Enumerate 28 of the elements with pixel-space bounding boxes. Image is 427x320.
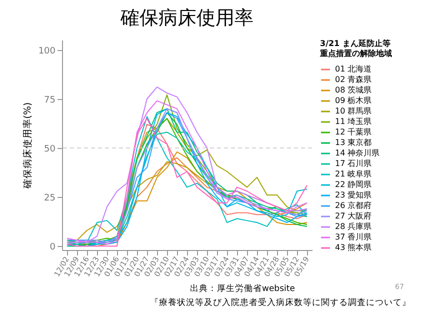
legend-label: 01 北海道 (335, 64, 372, 74)
legend-label: 10 群馬県 (335, 106, 372, 116)
legend-label: 27 大阪府 (335, 212, 372, 220)
y-tick-label: 100 (38, 46, 56, 56)
legend-label: 26 京都府 (335, 201, 372, 210)
legend-title: 3/21 まん延防止等重点措置の解除地域 (319, 39, 392, 58)
legend-label: 23 愛知県 (335, 190, 372, 200)
text: 『療養状況等及び入院患者受入病床数等に関する調査について』 (150, 297, 411, 309)
legend-label: 12 千葉県 (335, 128, 372, 136)
legend-label: 28 兵庫県 (335, 222, 372, 231)
legend-label: 43 熊本県 (335, 243, 372, 252)
y-tick-label: 25 (44, 194, 56, 204)
legend-label: 21 岐阜県 (335, 170, 372, 178)
legend-label: 11 埼玉県 (335, 117, 372, 126)
legend-label: 37 香川県 (335, 232, 372, 242)
legend-label: 08 茨城県 (335, 86, 372, 94)
legend-label: 02 青森県 (335, 75, 372, 84)
y-tick-label: 75 (44, 95, 56, 106)
y-tick-label: 0 (50, 242, 56, 253)
y-axis-title: 確保病床使用率(%) (21, 102, 34, 190)
y-tick-label: 50 (44, 144, 56, 154)
legend-label: 14 神奈川県 (335, 148, 380, 158)
chart-title: 確保病床使用率 (120, 7, 254, 29)
legend-label: 13 東京都 (335, 138, 372, 147)
source-note: 出典：厚生労働省website (190, 283, 295, 295)
legend-label: 09 栃木県 (335, 96, 372, 105)
legend-label: 17 石川県 (335, 159, 372, 168)
legend-label: 22 静岡県 (335, 180, 372, 189)
